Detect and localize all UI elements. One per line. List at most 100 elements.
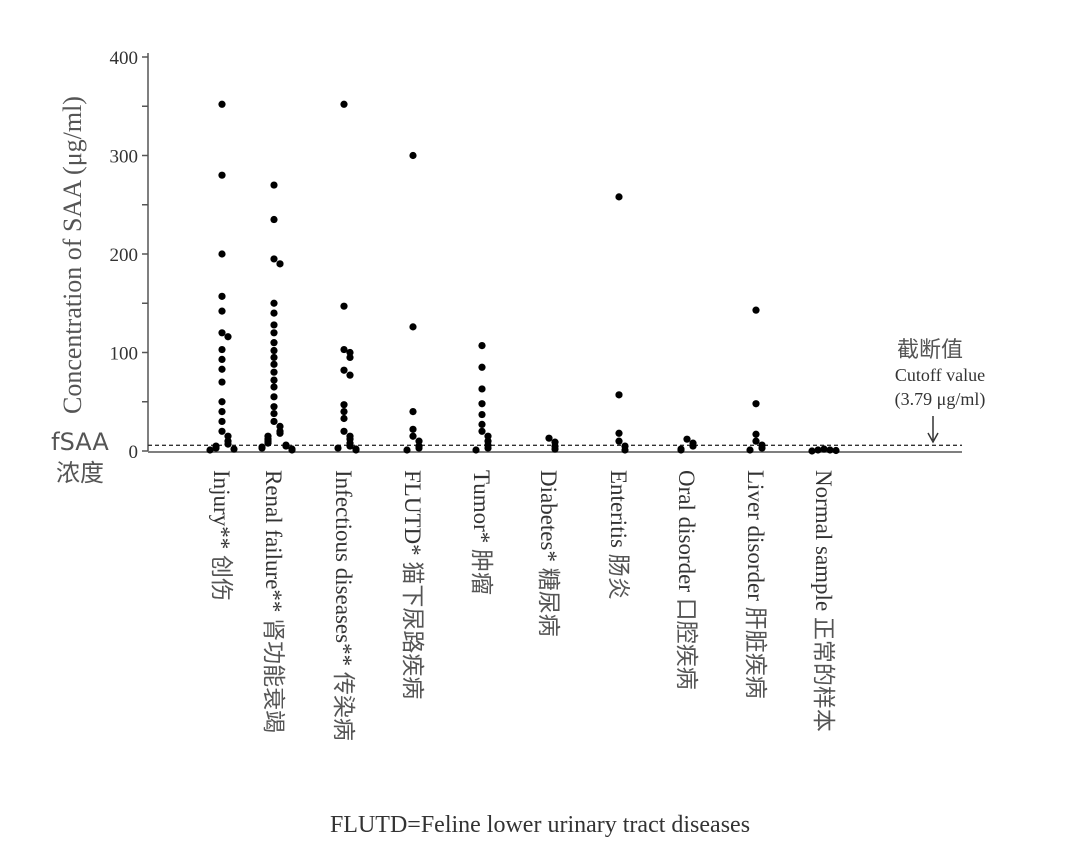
data-point <box>270 353 278 362</box>
data-point <box>282 442 290 450</box>
data-point <box>230 445 238 453</box>
data-point <box>752 306 760 314</box>
category-label-cn: 肾功能衰竭 <box>260 618 286 733</box>
category-label-en: Renal failure** <box>261 470 286 618</box>
data-point <box>270 417 278 426</box>
data-point <box>346 371 354 379</box>
data-point <box>218 100 226 108</box>
data-point <box>346 353 354 362</box>
data-point <box>415 437 423 445</box>
footnote: FLUTD=Feline lower urinary tract disease… <box>330 812 750 838</box>
category-label-text: Tumor* 肿瘤 <box>468 470 494 595</box>
data-point <box>403 446 411 454</box>
data-point <box>270 215 278 224</box>
category-label-en: Liver disorder <box>743 470 768 607</box>
data-point <box>218 345 226 354</box>
data-point <box>218 427 226 435</box>
category-label-cn: 肝脏疾病 <box>742 607 768 699</box>
data-point <box>270 360 278 368</box>
data-point <box>218 307 226 315</box>
category-labels: Injury** 创伤 Renal failure** 肾功能衰竭 Infectio… <box>208 470 836 741</box>
fsaa-label: fSAA <box>51 428 109 456</box>
category-label-text: Liver disorder 肝脏疾病 <box>742 470 768 699</box>
data-point <box>409 151 417 160</box>
category-label: Tumor* 肿瘤 <box>468 470 494 595</box>
data-point <box>808 447 816 455</box>
data-point <box>340 408 348 416</box>
cutoff-label-en: Cutoff value <box>895 365 985 385</box>
data-point <box>409 432 417 440</box>
data-point <box>752 400 760 408</box>
data-point <box>340 100 348 108</box>
category-label-text: Diabetes* 糖尿病 <box>535 470 561 637</box>
category-label-text: Renal failure** 肾功能衰竭 <box>260 470 286 733</box>
data-point <box>346 442 354 450</box>
category-label-text: Enteritis 肠炎 <box>605 470 631 600</box>
data-point <box>814 446 822 454</box>
category-label-text: Normal sample 正常的样本 <box>810 470 836 732</box>
category-label: Renal failure** 肾功能衰竭 <box>260 470 286 733</box>
data-point <box>478 363 486 371</box>
category-label-en: Injury** <box>209 470 234 555</box>
data-point <box>270 329 278 337</box>
data-point <box>270 255 278 263</box>
category-label-cn: 正常的样本 <box>810 617 836 732</box>
data-point <box>270 368 278 376</box>
data-point <box>334 444 342 452</box>
data-point <box>826 446 834 454</box>
axes: 0 100 200 300 400 <box>110 48 962 463</box>
data-point <box>621 446 629 454</box>
data-point <box>478 427 486 435</box>
data-point <box>270 309 278 317</box>
data-point <box>218 378 226 386</box>
data-point <box>615 193 623 201</box>
category-label-cn: 传染病 <box>330 672 356 741</box>
category-label: Infectious diseases** 传染病 <box>330 470 356 741</box>
data-point <box>551 445 559 453</box>
data-point <box>746 446 754 454</box>
y-axis-title: Concentration of SAA (μg/ml) <box>58 96 87 414</box>
cutoff-arrow-icon <box>927 416 939 444</box>
y-tick-label: 100 <box>110 344 139 365</box>
category-label-en: Normal sample <box>811 470 836 617</box>
category-label: Enteritis 肠炎 <box>605 470 631 600</box>
data-point <box>484 444 492 452</box>
data-point <box>218 250 226 258</box>
category-label: Normal sample 正常的样本 <box>810 470 836 732</box>
category-label: Diabetes* 糖尿病 <box>535 470 561 637</box>
category-label-en: Tumor* <box>469 470 494 549</box>
data-point <box>752 437 760 445</box>
category-label: Injury** 创伤 <box>208 470 234 601</box>
y-tick-label: 300 <box>110 147 139 168</box>
category-label-en: Infectious diseases** <box>331 470 356 672</box>
data-point <box>478 400 486 408</box>
data-point <box>270 393 278 401</box>
category-label-text: Injury** 创伤 <box>208 470 234 601</box>
data-point <box>415 444 423 452</box>
data-point <box>615 437 623 445</box>
category-label: Oral disorder 口腔疾病 <box>673 470 699 690</box>
category-label-text: Oral disorder 口腔疾病 <box>673 470 699 690</box>
category-label-cn: 创伤 <box>208 555 234 601</box>
data-point <box>752 430 760 438</box>
data-point <box>218 355 226 363</box>
data-point <box>615 429 623 437</box>
data-point <box>270 403 278 411</box>
category-label-cn: 肿瘤 <box>468 549 494 595</box>
category-label-text: Infectious diseases** 传染病 <box>330 470 356 741</box>
y-tick-label: 200 <box>110 245 139 266</box>
fsaa-label-cn: 浓度 <box>56 459 104 487</box>
data-point <box>206 446 214 454</box>
category-label-en: Oral disorder <box>674 470 699 598</box>
y-tick-label: 400 <box>110 48 139 69</box>
data-point <box>615 391 623 399</box>
data-point <box>832 446 840 455</box>
data-point <box>218 398 226 406</box>
data-point <box>218 417 226 426</box>
data-point <box>409 408 417 416</box>
category-label-cn: 糖尿病 <box>535 568 561 637</box>
data-point <box>270 409 278 418</box>
data-point <box>484 432 492 440</box>
data-points <box>206 100 840 455</box>
